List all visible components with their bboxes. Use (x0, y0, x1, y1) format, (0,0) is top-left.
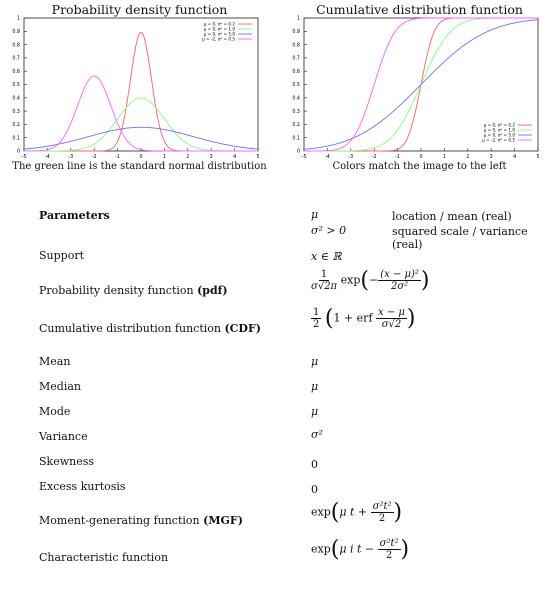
cf-label: Characteristic function (39, 551, 169, 564)
x-tick-label: 0 (139, 154, 142, 160)
pdf-label: Probability density function (pdf) (39, 284, 228, 297)
x-tick-label: 3 (210, 154, 213, 160)
kurtosis-label: Excess kurtosis (39, 480, 126, 493)
x-tick-label: 3 (490, 154, 493, 160)
y-tick-label: 0.2 (12, 122, 20, 128)
x-tick-label: -4 (45, 154, 50, 160)
x-tick-label: 5 (256, 154, 259, 160)
mgf-formula: exp(μ t + σ²t² 2) (311, 500, 403, 525)
legend-label: μ = 0, σ² = 5.0 (484, 133, 516, 138)
mode-label: Mode (39, 405, 71, 418)
x-tick-label: 4 (513, 154, 516, 160)
param-mu-desc: location / mean (real) (392, 210, 512, 223)
series-line (24, 75, 258, 152)
x-tick-label: -5 (22, 154, 27, 160)
param-sigma: σ² > 0 (311, 224, 347, 237)
x-tick-label: -2 (372, 154, 377, 160)
x-tick-label: -2 (92, 154, 97, 160)
legend-label: μ = -2, σ² = 0.5 (202, 37, 235, 42)
variance-value: σ² (311, 428, 323, 441)
kurtosis-value: 0 (311, 483, 318, 496)
legend-label: μ = 0, σ² = 5.0 (204, 32, 236, 37)
y-tick-label: 0.8 (12, 42, 20, 48)
mean-value: μ (311, 355, 319, 368)
series-line (304, 17, 538, 152)
y-tick-label: 0.4 (12, 96, 20, 102)
chart-title: Probability density function (51, 2, 228, 17)
y-tick-label: 0.2 (292, 122, 300, 128)
series-line (23, 126, 259, 150)
y-tick-label: 0 (17, 149, 20, 155)
y-tick-label: 0.8 (292, 42, 300, 48)
x-tick-label: -1 (115, 154, 120, 160)
cdf-label: Cumulative distribution function (CDF) (39, 322, 261, 335)
pdf-formula: 1 σ√2π exp(− (x − μ)² 2σ²) (311, 268, 430, 293)
y-tick-label: 0.3 (292, 109, 300, 115)
y-tick-label: 0.7 (12, 56, 20, 62)
mean-label: Mean (39, 355, 71, 368)
x-tick-label: 5 (536, 154, 539, 160)
x-tick-label: 4 (233, 154, 236, 160)
legend-label: μ = -2, σ² = 0.5 (482, 138, 515, 143)
support-label: Support (39, 249, 85, 262)
x-tick-label: 1 (163, 154, 166, 160)
x-tick-label: -4 (325, 154, 330, 160)
mgf-label: Moment-generating function (MGF) (39, 514, 243, 527)
x-tick-label: -3 (68, 154, 73, 160)
y-tick-label: 0.1 (292, 135, 300, 141)
y-tick-label: 0.6 (12, 69, 20, 75)
y-tick-label: 1 (17, 16, 20, 22)
mode-value: μ (311, 405, 319, 418)
pdf-plot: -5 -4 -3 -2 -1 0 1 2 3 4 5 0 0.1 0.2 0.3 0.4 0.5 0.6 0.7 0.… (12, 16, 259, 160)
median-label: Median (39, 380, 81, 393)
chart-title: Cumulative distribution function (316, 2, 523, 17)
series-line (303, 19, 539, 150)
x-tick-label: 1 (443, 154, 446, 160)
variance-label: Variance (39, 430, 88, 443)
pdf-chart: Probability density function -5 -4 -3 -2 -1 0… (0, 0, 279, 178)
y-tick-label: 0.7 (292, 56, 300, 62)
legend-label: μ = 0, σ² = 0.2 (484, 123, 516, 128)
skewness-label: Skewness (39, 455, 95, 468)
x-tick-label: -1 (395, 154, 400, 160)
x-tick-label: 2 (186, 154, 189, 160)
legend-label: μ = 0, σ² = 1.0 (484, 128, 516, 133)
y-tick-label: 0.1 (12, 135, 20, 141)
y-tick-label: 0.5 (12, 82, 20, 88)
param-sigma-desc: squared scale / variance (real) (392, 225, 528, 251)
y-tick-label: 0.6 (292, 69, 300, 75)
x-tick-label: -5 (302, 154, 307, 160)
support-value: x ∈ ℝ (311, 250, 342, 263)
skewness-value: 0 (311, 458, 318, 471)
x-tick-label: 0 (419, 154, 422, 160)
y-tick-label: 0.3 (12, 109, 20, 115)
cf-formula: exp(μ i t − σ²t² 2) (311, 537, 410, 562)
cdf-chart: Cumulative distribution function -5 -4 -3-… (280, 0, 559, 178)
plot-frame (23, 17, 259, 152)
y-tick-label: 1 (297, 16, 300, 22)
y-tick-label: 0.5 (292, 82, 300, 88)
y-tick-label: 0.9 (12, 29, 20, 35)
y-tick-label: 0.9 (292, 29, 300, 35)
chart-caption: The green line is the standard normal di… (12, 161, 267, 172)
legend-label: μ = 0, σ² = 0.2 (204, 22, 236, 27)
legend-label: μ = 0, σ² = 1.0 (204, 27, 236, 32)
y-tick-label: 0 (297, 149, 300, 155)
chart-caption: Colors match the image to the left (332, 161, 507, 172)
parameters-label: Parameters (39, 209, 110, 222)
y-tick-label: 0.4 (292, 96, 300, 102)
param-mu: μ (311, 208, 319, 221)
cdf-plot: -5 -4 -3 -2 -1 0 1 2 3 4 5 0 0.1 0.2 0.3 0.4 0.5 0.6 0.7 0.… (292, 16, 539, 160)
median-value: μ (311, 380, 319, 393)
x-tick-label: -3 (348, 154, 353, 160)
x-tick-label: 2 (466, 154, 469, 160)
